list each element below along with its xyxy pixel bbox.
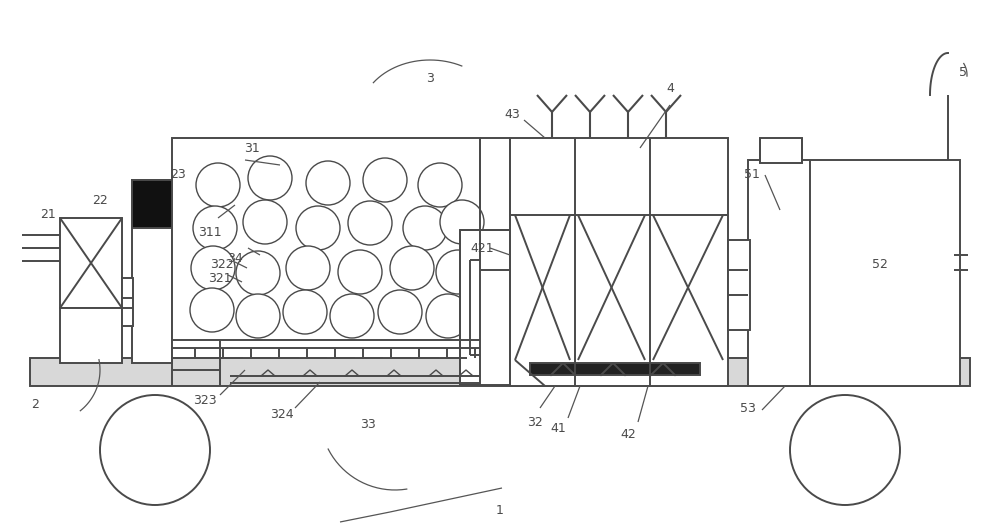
Circle shape: [283, 290, 327, 334]
Text: 33: 33: [360, 418, 376, 432]
Circle shape: [348, 201, 392, 245]
Circle shape: [100, 395, 210, 505]
Bar: [132, 180, 172, 363]
Text: 21: 21: [40, 208, 56, 222]
Circle shape: [436, 250, 480, 294]
Text: 42: 42: [620, 428, 636, 442]
Text: 1: 1: [496, 504, 504, 516]
Circle shape: [390, 246, 434, 290]
Circle shape: [236, 251, 280, 295]
Bar: [60, 308, 122, 363]
Text: 34: 34: [227, 251, 243, 264]
Bar: [172, 138, 480, 358]
Text: 322: 322: [210, 259, 234, 271]
Circle shape: [426, 294, 470, 338]
Circle shape: [306, 161, 350, 205]
Text: 41: 41: [550, 422, 566, 434]
Circle shape: [378, 290, 422, 334]
Bar: [132, 180, 172, 228]
Bar: [530, 363, 700, 375]
Circle shape: [196, 163, 240, 207]
Bar: [728, 240, 750, 330]
Text: 31: 31: [244, 141, 260, 154]
Text: 52: 52: [872, 259, 888, 271]
Circle shape: [248, 156, 292, 200]
Circle shape: [363, 158, 407, 202]
Text: 321: 321: [208, 271, 232, 285]
Circle shape: [191, 246, 235, 290]
Bar: [30, 358, 970, 386]
Circle shape: [418, 163, 462, 207]
Text: 4: 4: [666, 81, 674, 95]
Bar: [122, 278, 133, 326]
Circle shape: [190, 288, 234, 332]
Text: 323: 323: [193, 394, 217, 406]
Text: 22: 22: [92, 194, 108, 206]
Bar: [510, 138, 728, 386]
Circle shape: [243, 200, 287, 244]
Text: 2: 2: [31, 398, 39, 412]
Circle shape: [193, 206, 237, 250]
Text: 32: 32: [527, 415, 543, 428]
Text: 311: 311: [198, 225, 222, 239]
Circle shape: [330, 294, 374, 338]
Text: 51: 51: [744, 169, 760, 181]
Text: 53: 53: [740, 402, 756, 415]
Circle shape: [296, 206, 340, 250]
Text: 324: 324: [270, 408, 294, 422]
Bar: [748, 160, 960, 386]
Text: 3: 3: [426, 71, 434, 85]
Bar: [460, 230, 510, 385]
Circle shape: [403, 206, 447, 250]
Text: 421: 421: [470, 242, 494, 254]
Circle shape: [338, 250, 382, 294]
Circle shape: [790, 395, 900, 505]
Circle shape: [440, 200, 484, 244]
Circle shape: [286, 246, 330, 290]
Text: 5: 5: [959, 66, 967, 78]
Bar: [760, 138, 802, 163]
Text: 23: 23: [170, 169, 186, 181]
Text: 43: 43: [504, 108, 520, 122]
Bar: [60, 218, 122, 308]
Circle shape: [236, 294, 280, 338]
